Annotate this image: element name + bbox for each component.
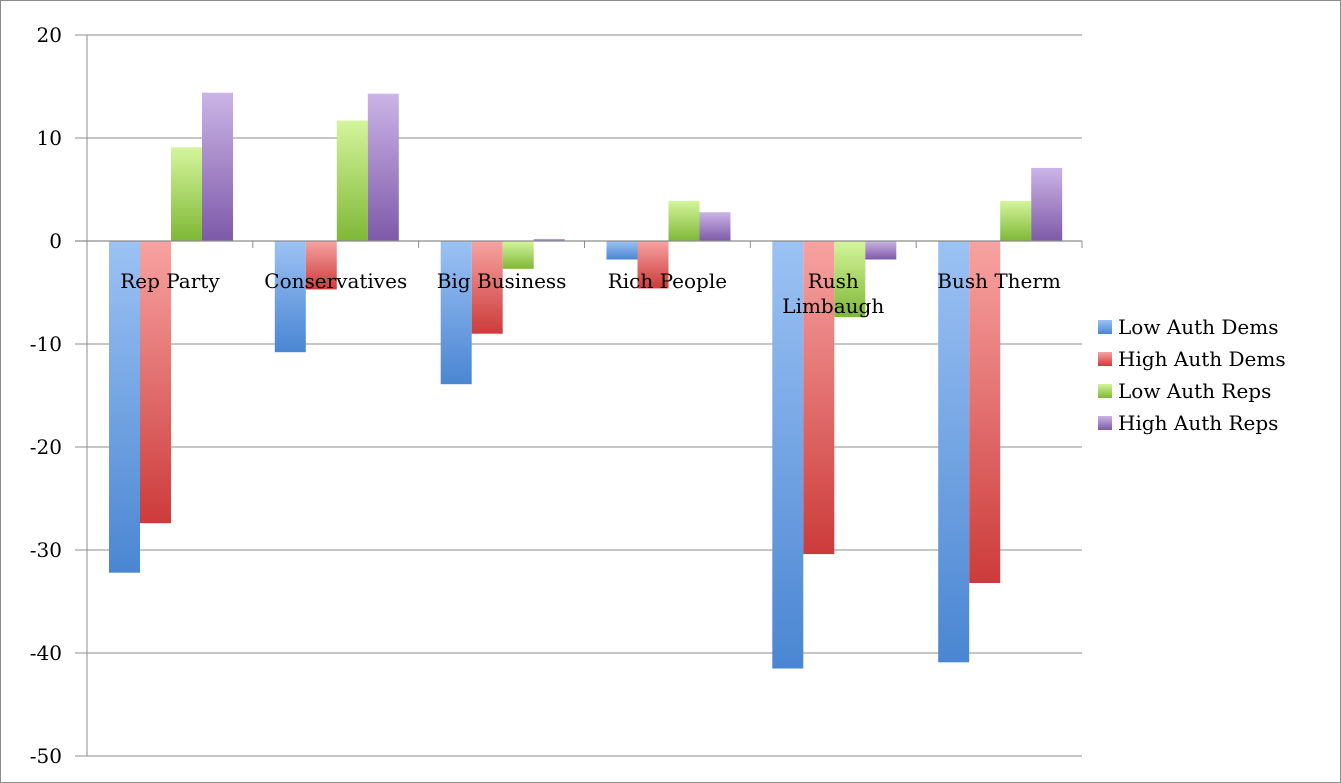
y-tick-label: 20 (37, 23, 62, 47)
category-label: Rep Party (120, 269, 220, 293)
bar-low-auth-reps (668, 200, 700, 241)
bar-high-auth-reps (1031, 167, 1063, 241)
y-tick-label: 0 (49, 229, 62, 253)
bar-low-auth-reps (171, 147, 202, 241)
legend-swatch (1098, 416, 1112, 430)
y-axis-tick-labels: 20 10 0 -10 -20 -30 -40 -50 (30, 23, 62, 768)
bar-low-auth-reps (834, 241, 866, 318)
bar-high-auth-dems (471, 241, 503, 334)
bar-high-auth-dems (803, 241, 835, 555)
y-tick-label: -20 (30, 435, 62, 459)
bar-low-auth-reps (1000, 200, 1032, 241)
bar-low-auth-dems (772, 241, 804, 669)
legend-swatch (1098, 320, 1112, 334)
bar-high-auth-reps (202, 92, 233, 241)
bar-high-auth-reps (865, 241, 897, 260)
y-tick-label: -30 (30, 538, 62, 562)
legend: Low Auth Dems High Auth Dems Low Auth Reps… (1098, 315, 1286, 435)
legend-label: Low Auth Dems (1118, 315, 1279, 339)
y-tick-label: -10 (30, 332, 62, 356)
category-label: Conservatives (264, 269, 407, 293)
bar-high-auth-reps (699, 212, 731, 241)
legend-swatch (1098, 384, 1112, 398)
bar-high-auth-reps (533, 238, 565, 241)
bar-high-auth-dems (637, 241, 669, 289)
category-label: Bush Therm (937, 269, 1061, 293)
y-tick-label: 10 (37, 126, 62, 150)
bar-high-auth-reps (367, 93, 399, 241)
legend-label: Low Auth Reps (1118, 379, 1271, 403)
bar-low-auth-dems (938, 241, 970, 663)
legend-label: High Auth Dems (1118, 347, 1286, 371)
y-tick-label: -40 (30, 641, 62, 665)
zero-axis (75, 240, 1083, 248)
bar-low-auth-dems (274, 241, 306, 353)
gridlines (75, 34, 1082, 757)
bar-low-auth-dems (109, 241, 140, 573)
bar-high-auth-dems (305, 241, 337, 290)
bar-low-auth-reps (502, 241, 534, 269)
bar-low-auth-reps (336, 120, 368, 241)
bars (109, 92, 1063, 669)
bar-high-auth-dems (969, 241, 1001, 583)
category-label: Rich People (608, 269, 727, 293)
bar-low-auth-dems (606, 241, 638, 260)
bar-low-auth-dems (440, 241, 472, 385)
legend-label: High Auth Reps (1118, 411, 1278, 435)
bar-high-auth-dems (140, 241, 171, 524)
legend-swatch (1098, 352, 1112, 366)
category-label: Rush Limbaugh (782, 269, 884, 318)
y-tick-label: -50 (30, 744, 62, 768)
category-labels: Rep Party Conservatives Big Business Rich P… (120, 269, 1061, 318)
category-label: Big Business (437, 269, 567, 293)
